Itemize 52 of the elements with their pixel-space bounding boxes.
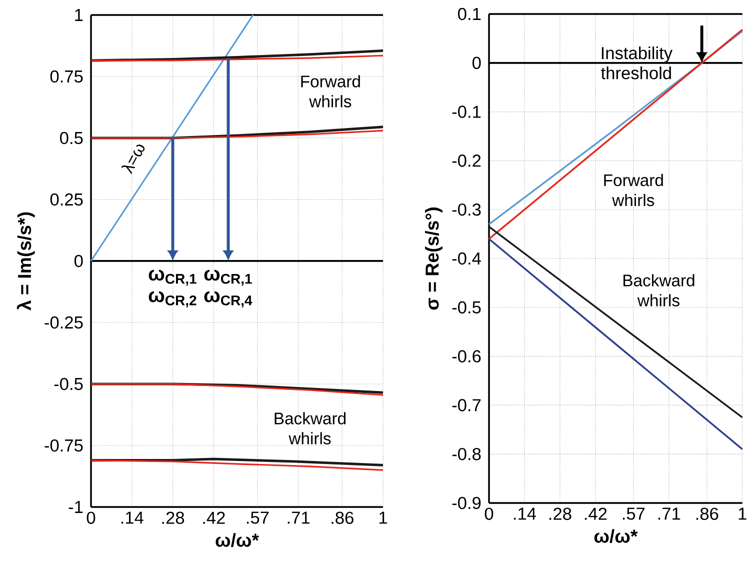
x-tick-label: .57 [246,512,269,524]
y-tick-label: -0.7 [452,399,481,412]
x-tick-label: 1 [738,508,746,520]
x-tick-label: .28 [162,512,184,524]
annotation: Backward whirls [274,412,346,444]
y-tick-label: 0.25 [50,193,83,206]
x-tick-label: 0 [484,508,494,520]
line-series [90,130,384,139]
y-tick-label: -0.5 [54,378,83,390]
x-tick-label: .42 [584,508,607,520]
x-tick-label: .71 [658,508,680,520]
y-tick-label: 0.75 [50,70,83,83]
annotation: Instability threshold [601,46,673,80]
y-tick-label: 1 [75,9,83,21]
y-tick-label: 0.1 [458,8,481,20]
annotation: Forward whirls [301,75,360,108]
y-tick-label: -0.75 [44,439,83,452]
y-tick-label: 0 [472,56,481,70]
y-tick-label: -0.8 [452,448,481,460]
annotation: ω$_{CR,4}$ [204,291,252,308]
y-tick-label: 0 [74,254,83,268]
annotation: Backward whirls [624,274,694,306]
annotation: λ=ω [121,144,145,174]
x-axis-title: ω/ω* [594,529,638,544]
x-tick-label: .14 [121,512,144,524]
y-tick-label: -0.9 [452,496,481,510]
y-axis-title: λ = Im(s/s*) [16,212,35,310]
x-axis-title: ω/ω* [216,533,260,548]
x-tick-label: .42 [203,512,225,524]
annotation: ω$_{CR,2}$ [148,291,196,308]
y-tick-label: 0.5 [60,132,83,144]
x-tick-label: .28 [549,508,572,520]
y-tick-label: -0.1 [452,106,481,118]
y-tick-label: -0.25 [44,316,83,329]
x-tick-label: .86 [696,508,718,520]
y-tick-label: -0.2 [452,154,481,167]
y-tick-label: -0.4 [452,252,481,265]
annotation: Forward whirls [604,174,663,206]
x-tick-label: .71 [288,512,310,524]
annotation: ω$_{CR,1}$ [204,270,252,286]
y-tick-label: -1 [68,501,83,513]
x-tick-label: .14 [514,508,536,520]
annotation: ω$_{CR,1}$ [148,270,196,286]
y-axis-title: σ = Re(s/s°) [425,208,442,310]
y-tick-label: -0.6 [452,350,481,362]
line-series [90,459,384,471]
x-tick-label: .86 [332,512,354,524]
x-tick-label: 0 [86,512,96,524]
x-tick-label: 1 [380,512,387,524]
y-tick-label: -0.3 [452,203,481,216]
y-tick-label: -0.5 [452,301,481,314]
x-tick-label: .57 [622,508,645,520]
